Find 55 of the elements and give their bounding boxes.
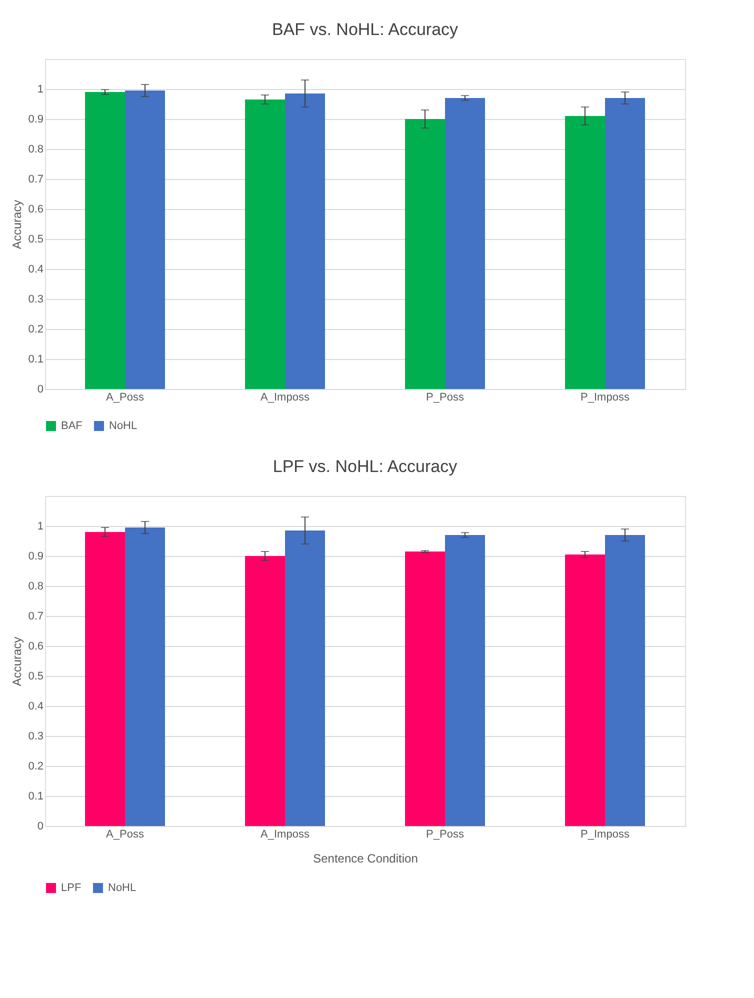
x-tick-label: A_Imposs	[260, 828, 310, 840]
y-tick-label: 0.8	[28, 144, 44, 156]
x-tick-label: P_Imposs	[580, 828, 630, 840]
x-tick-label: A_Poss	[106, 392, 144, 404]
y-tick-label: 0.2	[28, 324, 44, 336]
bar	[245, 556, 285, 826]
bar	[405, 119, 445, 389]
x-tick-label: P_Poss	[426, 828, 464, 840]
y-tick-label: 0.4	[28, 700, 44, 712]
legend-label: BAF	[61, 420, 83, 432]
y-tick-label: 0.5	[28, 670, 44, 682]
bar	[565, 554, 605, 826]
bar	[285, 94, 325, 389]
y-tick-label: 0.9	[28, 550, 44, 562]
legend-label: NoHL	[108, 882, 136, 894]
bar	[125, 90, 165, 389]
y-axis-title: Accuracy	[10, 200, 24, 250]
y-tick-label: 0	[37, 384, 44, 396]
bar	[245, 100, 285, 389]
y-tick-label: 0.5	[28, 234, 44, 246]
y-tick-label: 0.1	[28, 790, 44, 802]
bar	[605, 98, 645, 389]
bar	[405, 552, 445, 826]
y-tick-label: 0.6	[28, 640, 44, 652]
x-tick-label: P_Imposs	[580, 392, 630, 404]
bar	[85, 532, 125, 826]
x-tick-label: A_Imposs	[260, 392, 310, 404]
bar	[85, 92, 125, 389]
chart-title: BAF vs. NoHL: Accuracy	[272, 20, 459, 39]
y-tick-label: 0.2	[28, 760, 44, 772]
y-tick-label: 0.1	[28, 354, 44, 366]
y-tick-label: 1	[37, 520, 44, 532]
y-tick-label: 0.6	[28, 204, 44, 216]
chart-title: LPF vs. NoHL: Accuracy	[272, 457, 458, 476]
x-axis-title: Sentence Condition	[313, 852, 418, 866]
legend-label: NoHL	[109, 420, 138, 432]
bar	[445, 98, 485, 389]
bar	[565, 116, 605, 389]
bar	[125, 528, 165, 826]
y-tick-label: 0.7	[28, 610, 44, 622]
bar	[605, 535, 645, 826]
y-tick-label: 0.3	[28, 730, 44, 742]
bar	[285, 530, 325, 826]
y-tick-label: 0.4	[28, 264, 44, 276]
y-tick-label: 0.3	[28, 294, 44, 306]
y-tick-label: 0.8	[28, 580, 44, 592]
legend-label: LPF	[61, 882, 82, 894]
x-tick-label: A_Poss	[106, 828, 144, 840]
x-tick-label: P_Poss	[426, 392, 464, 404]
y-tick-label: 1	[37, 84, 44, 96]
bar	[445, 535, 485, 826]
y-axis-title: Accuracy	[10, 636, 24, 686]
y-tick-label: 0	[37, 820, 44, 832]
y-tick-label: 0.7	[28, 174, 44, 186]
y-tick-label: 0.9	[28, 114, 44, 126]
